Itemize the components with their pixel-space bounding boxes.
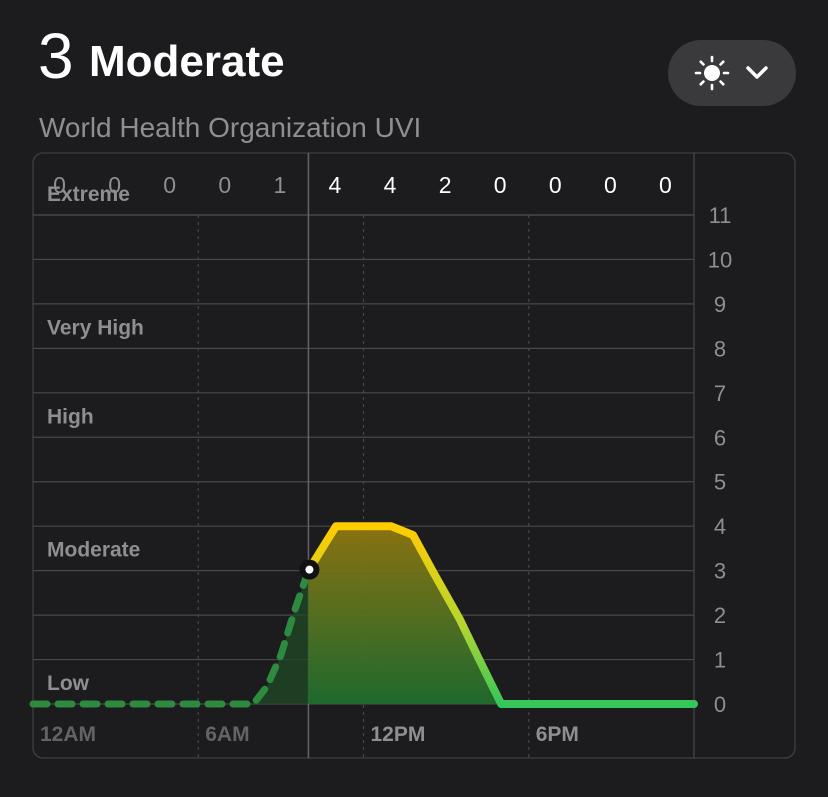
hourly-max-value: 0	[659, 172, 672, 198]
series-line-forecast	[304, 522, 698, 708]
x-tick-label: 6PM	[536, 723, 579, 746]
uv-category-label: Moderate	[89, 37, 285, 86]
category-label: Very High	[47, 316, 144, 339]
uv-scale-subtitle: World Health Organization UVI	[39, 112, 422, 143]
hourly-max-value: 1	[273, 172, 286, 198]
x-tick-label: 12AM	[40, 723, 96, 746]
y-tick-label: 8	[714, 336, 726, 361]
hourly-max-value: 0	[549, 172, 562, 198]
current-marker-dot	[305, 565, 314, 574]
y-tick-label: 1	[714, 648, 726, 673]
y-tick-label: 5	[714, 470, 726, 495]
hourly-max-value: 0	[53, 172, 66, 198]
hourly-max-value: 0	[604, 172, 617, 198]
x-tick-label: 12PM	[371, 723, 426, 746]
uv-index-value: 3	[38, 20, 74, 92]
series-line-past	[29, 567, 312, 708]
hourly-max-value: 4	[384, 172, 397, 198]
y-tick-label: 4	[714, 514, 726, 539]
past-area	[33, 570, 309, 704]
y-tick-label: 10	[708, 247, 732, 272]
y-tick-label: 7	[714, 381, 726, 406]
category-label: Low	[47, 672, 90, 695]
y-tick-label: 3	[714, 559, 726, 584]
chart-panel	[32, 152, 796, 759]
hourly-max-value: 0	[494, 172, 507, 198]
y-tick-label: 2	[714, 603, 726, 628]
y-tick-label: 0	[714, 692, 726, 717]
hourly-max-value: 0	[218, 172, 231, 198]
category-label: Moderate	[47, 539, 140, 562]
hourly-max-value: 0	[163, 172, 176, 198]
category-label: High	[47, 405, 94, 428]
hourly-max-value: 0	[108, 172, 121, 198]
forecast-area	[308, 526, 694, 704]
y-tick-label: 11	[709, 203, 732, 228]
category-label: Extreme	[47, 183, 130, 206]
hourly-max-value: 2	[439, 172, 452, 198]
y-tick-label: 6	[714, 425, 726, 450]
chevron-down-icon	[746, 66, 768, 79]
sun-icon	[694, 55, 730, 91]
y-tick-label: 9	[714, 292, 726, 317]
metric-selector-button[interactable]	[668, 40, 796, 106]
hourly-max-value: 4	[329, 172, 342, 198]
x-tick-label: 6AM	[205, 723, 249, 746]
